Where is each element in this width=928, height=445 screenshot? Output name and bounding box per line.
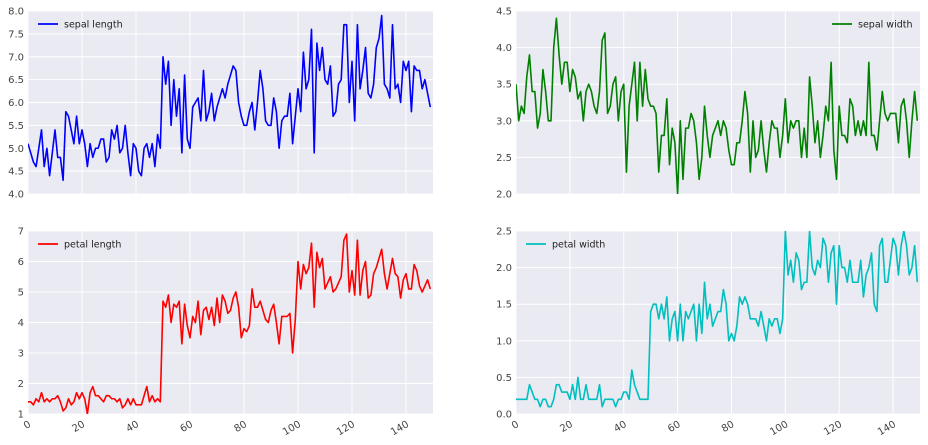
y-tick-label: 4.0 — [496, 43, 512, 54]
y-tick-label: 0.0 — [496, 410, 512, 421]
y-tick-label: 2.5 — [496, 227, 512, 238]
series-line-petal-length — [28, 233, 432, 414]
y-tick-label: 6 — [18, 257, 24, 268]
y-tick-label: 5.0 — [8, 144, 24, 155]
y-tick-label: 4.5 — [496, 7, 512, 18]
plot-area — [516, 231, 920, 414]
legend: sepal width — [832, 20, 913, 31]
y-tick-label: 1 — [18, 410, 24, 421]
y-tick-label: 4 — [18, 318, 24, 329]
series-line-sepal-length — [28, 14, 432, 182]
y-tick-label: 4.0 — [8, 190, 24, 201]
y-tick-label: 2.0 — [496, 190, 512, 201]
y-tick-label: 6.0 — [8, 98, 24, 109]
legend-label: petal width — [552, 240, 605, 251]
y-tick-label: 2 — [18, 379, 24, 390]
series-line-petal-width — [516, 231, 919, 408]
chart-panel-sepal-width: 2.0 2.5 3.0 3.5 4.0 4.5 sepal width — [496, 7, 920, 201]
legend: petal width — [526, 240, 605, 251]
x-tick-label: 0 — [510, 419, 521, 432]
y-tick-label: 0.5 — [496, 373, 512, 384]
y-tick-label: 3.5 — [496, 80, 512, 91]
legend: sepal length — [38, 20, 123, 31]
y-tick-label: 7 — [18, 227, 24, 238]
x-tick-label: 0 — [22, 419, 33, 432]
legend-label: sepal width — [858, 20, 913, 31]
y-tick-label: 4.5 — [8, 167, 24, 178]
legend-label: sepal length — [64, 20, 123, 31]
legend-label: petal length — [64, 240, 121, 251]
y-tick-label: 3 — [18, 349, 24, 360]
y-tick-label: 7.5 — [8, 29, 24, 40]
y-tick-label: 5.5 — [8, 121, 24, 132]
chart-panel-petal-width: 0.00.51.01.52.02.50 20 40 60 80 100 120 140peta… — [496, 227, 920, 438]
y-tick-label: 2.0 — [496, 263, 512, 274]
legend: petal length — [38, 240, 121, 251]
series-line-sepal-width — [516, 17, 919, 194]
y-tick-label: 8.0 — [8, 7, 24, 18]
y-tick-label: 6.5 — [8, 75, 24, 86]
y-tick-label: 7.0 — [8, 52, 24, 63]
y-tick-label: 3.0 — [496, 116, 512, 127]
plot-area — [516, 11, 920, 194]
y-tick-label: 5 — [18, 288, 24, 299]
y-tick-label: 1.5 — [496, 300, 512, 311]
chart-panel-sepal-length: 4.0 4.5 5.0 5.5 6.0 6.5 7.0 7.5 8.0 sepal length — [8, 7, 433, 201]
y-tick-label: 2.5 — [496, 153, 512, 164]
y-tick-label: 1.0 — [496, 336, 512, 347]
